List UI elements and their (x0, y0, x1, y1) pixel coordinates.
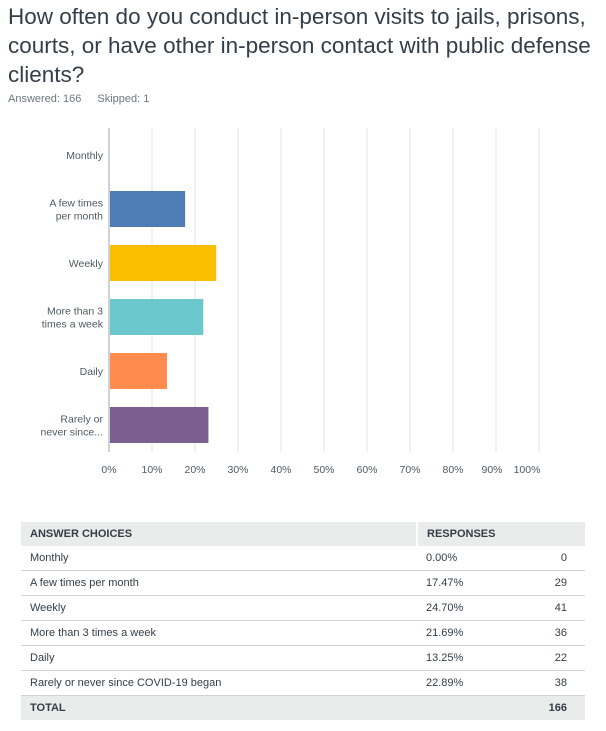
x-tick-label: 100% (514, 464, 541, 476)
response-percent: 22.89% (417, 670, 510, 696)
x-tick-label: 80% (442, 464, 463, 476)
bar-chart: 0% 10% 20% 30% 40% 50% 60% 70% 80% 90% 100% Monthly… (41, 128, 541, 476)
skipped-count: Skipped: 1 (97, 93, 150, 105)
response-percent: 24.70% (417, 595, 510, 621)
x-tick-label: 10% (141, 464, 162, 476)
response-count: 29 (509, 570, 585, 596)
category-label: never since... (41, 427, 103, 439)
response-percent: 13.25% (417, 645, 510, 671)
table-row: Rarely or never since COVID-19 began 22.8… (21, 670, 585, 696)
total-count: 166 (509, 695, 585, 720)
table-row: Weekly 24.70% 41 (21, 595, 585, 621)
answer-choice: Rarely or never since COVID-19 began (21, 670, 417, 696)
x-tick-label: 70% (399, 464, 420, 476)
question-title: How often do you conduct in-person visit… (8, 4, 591, 87)
answered-count: Answered: 166 (8, 93, 82, 105)
bar (110, 353, 167, 389)
category-label: Rarely or (60, 414, 103, 426)
answer-choice: Weekly (21, 595, 417, 621)
response-summary: Answered: 166 Skipped: 1 (8, 93, 165, 105)
table-row: Daily 13.25% 22 (21, 645, 585, 671)
answer-choice: More than 3 times a week (21, 620, 417, 646)
category-label: per month (56, 211, 103, 223)
x-tick-label: 20% (184, 464, 205, 476)
bar (110, 299, 204, 335)
category-label: Daily (80, 366, 104, 378)
table-row: More than 3 times a week 21.69% 36 (21, 620, 585, 646)
total-row: TOTAL 166 (21, 695, 585, 720)
response-percent: 17.47% (417, 570, 510, 596)
responses-table: ANSWER CHOICES RESPONSES Monthly 0.00% 0 A f… (21, 522, 585, 720)
category-label: Monthly (66, 150, 104, 162)
total-spacer (417, 695, 510, 720)
total-label: TOTAL (21, 695, 417, 720)
response-percent: 0.00% (417, 546, 510, 571)
response-count: 0 (509, 546, 585, 571)
bar (110, 407, 209, 443)
response-count: 22 (509, 645, 585, 671)
table-row: A few times per month 17.47% 29 (21, 570, 585, 596)
answer-choice: A few times per month (21, 570, 417, 596)
x-tick-label: 50% (313, 464, 334, 476)
category-label: A few times (49, 198, 103, 210)
x-tick-label: 30% (227, 464, 248, 476)
table-row: Monthly 0.00% 0 (21, 546, 585, 571)
answer-choice: Daily (21, 645, 417, 671)
bar (110, 245, 217, 281)
response-count: 41 (509, 595, 585, 621)
response-percent: 21.69% (417, 620, 510, 646)
x-tick-label: 0% (101, 464, 116, 476)
response-count: 36 (509, 620, 585, 646)
x-tick-label: 40% (270, 464, 291, 476)
x-tick-label: 90% (481, 464, 502, 476)
category-label: times a week (42, 319, 104, 331)
header-answer-choices: ANSWER CHOICES (21, 522, 417, 546)
category-label: More than 3 (47, 306, 103, 318)
header-responses: RESPONSES (416, 522, 585, 546)
answer-choice: Monthly (21, 546, 417, 571)
x-tick-label: 60% (356, 464, 377, 476)
response-count: 38 (509, 670, 585, 696)
bar (110, 191, 186, 227)
category-label: Weekly (69, 258, 104, 270)
